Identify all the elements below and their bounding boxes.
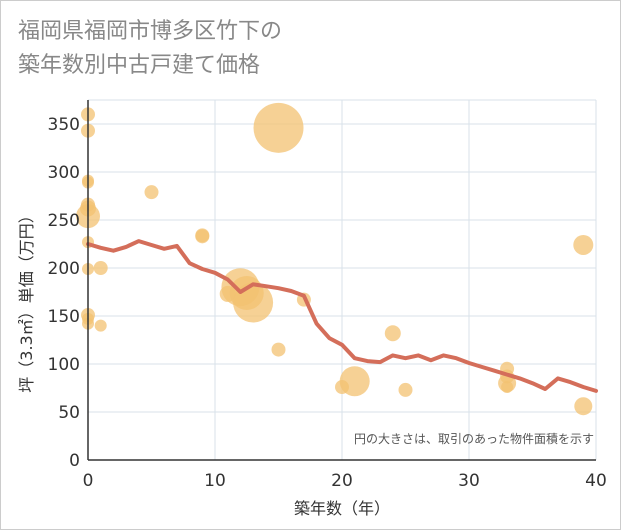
bubble-size-note: 円の大きさは、取引のあった物件面積を示す	[354, 431, 594, 446]
x-tick-label: 10	[204, 471, 226, 491]
data-bubble	[93, 261, 108, 275]
bubbles	[76, 102, 594, 416]
data-bubble	[144, 185, 159, 200]
chart-title-line-1: 福岡県福岡市博多区竹下の	[18, 19, 283, 44]
y-tick-label: 150	[48, 307, 80, 327]
data-bubble	[94, 319, 107, 332]
data-bubble	[384, 325, 401, 342]
y-tick-label: 100	[48, 355, 80, 375]
chart-title-line-2: 築年数別中古戸建て価格	[18, 53, 261, 78]
data-bubble	[339, 366, 370, 397]
trend-line-path	[86, 239, 598, 393]
x-tick-label: 30	[458, 471, 480, 491]
axes	[87, 100, 596, 461]
y-tick-label: 300	[48, 163, 80, 183]
y-tick-label: 50	[58, 403, 80, 423]
y-tick-label: 200	[48, 259, 80, 279]
y-axis-title: 坪（3.3㎡）単価（万円）	[17, 207, 36, 392]
x-axis-title: 築年数（年）	[294, 499, 390, 518]
x-tick-label: 0	[83, 471, 94, 491]
data-bubble	[574, 397, 593, 416]
gridlines	[88, 99, 597, 460]
trend-line	[86, 239, 598, 393]
y-tick-label: 0	[69, 451, 80, 471]
tick-labels: 0 10 20 30 40 0 50 100 150 200 250 300 350	[48, 115, 607, 491]
data-bubble	[195, 229, 210, 244]
chart-title: 福岡県福岡市博多区竹下の 築年数別中古戸建て価格	[18, 15, 282, 83]
y-tick-label: 250	[48, 211, 80, 231]
x-tick-label: 40	[585, 471, 607, 491]
data-bubble	[253, 102, 304, 153]
data-bubble	[398, 382, 413, 397]
y-tick-label: 350	[48, 115, 80, 135]
data-bubble	[271, 342, 286, 357]
x-tick-label: 20	[331, 471, 353, 491]
data-bubble	[573, 234, 594, 255]
data-bubble	[501, 381, 514, 394]
